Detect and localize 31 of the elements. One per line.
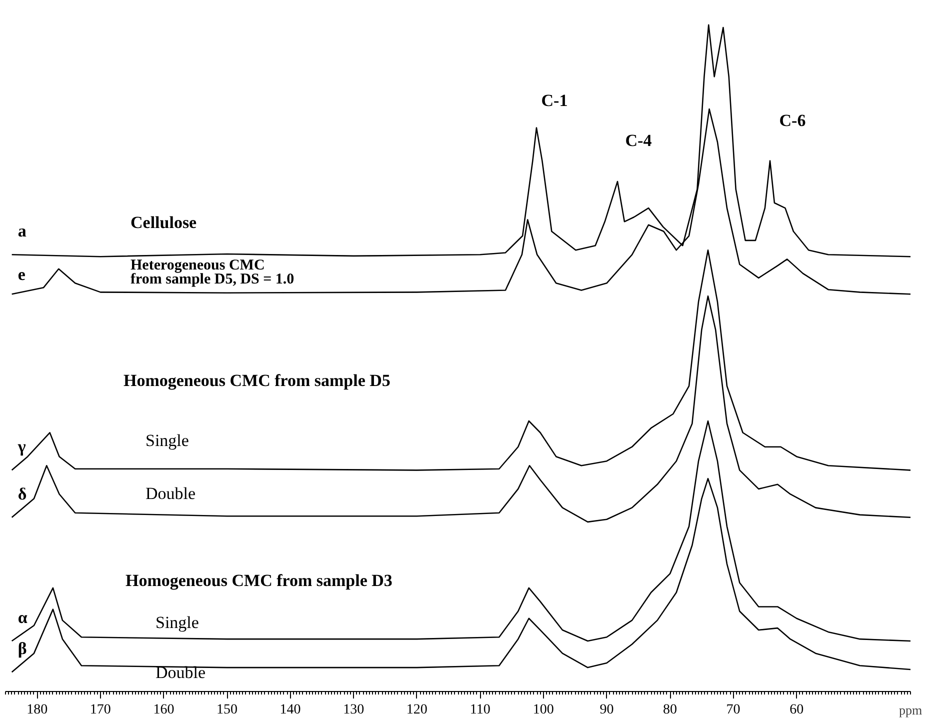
x-tick-label: 170	[90, 702, 111, 718]
annotation: Double	[146, 484, 196, 503]
x-tick-label: 180	[26, 702, 48, 718]
x-tick-label: 110	[470, 702, 490, 718]
annotation: Homogeneous CMC from sample D3	[126, 571, 392, 590]
series-label: δ	[18, 484, 27, 504]
annotation: C-1	[541, 91, 568, 110]
x-tick-label: 130	[343, 702, 364, 718]
x-tick-label: 120	[406, 702, 428, 718]
annotation: C-6	[779, 111, 806, 130]
x-tick-label: 100	[532, 702, 554, 718]
x-tick-label: 70	[726, 702, 740, 718]
annotation: Heterogeneous CMC from sample D5, DS = 1.0	[130, 257, 294, 288]
x-tick-label: 60	[790, 702, 804, 718]
x-tick-label: 150	[216, 702, 238, 718]
annotation: Double	[156, 663, 206, 682]
series-label: α	[18, 608, 28, 628]
annotation: Single	[156, 613, 199, 632]
x-tick-label: 140	[280, 702, 301, 718]
x-axis-title: ppm	[898, 702, 922, 718]
annotation: Homogeneous CMC from sample D5	[124, 371, 390, 390]
x-tick-label: 90	[600, 702, 614, 718]
series-label: a	[18, 222, 27, 241]
annotation: C-4	[625, 131, 652, 150]
series-label: e	[18, 265, 26, 284]
series-label: γ	[16, 437, 26, 456]
series-label: β	[18, 639, 27, 658]
annotation: Cellulose	[130, 213, 198, 232]
annotation: Single	[146, 431, 189, 450]
x-tick-label: 80	[663, 702, 678, 718]
x-tick-label: 160	[153, 702, 174, 718]
